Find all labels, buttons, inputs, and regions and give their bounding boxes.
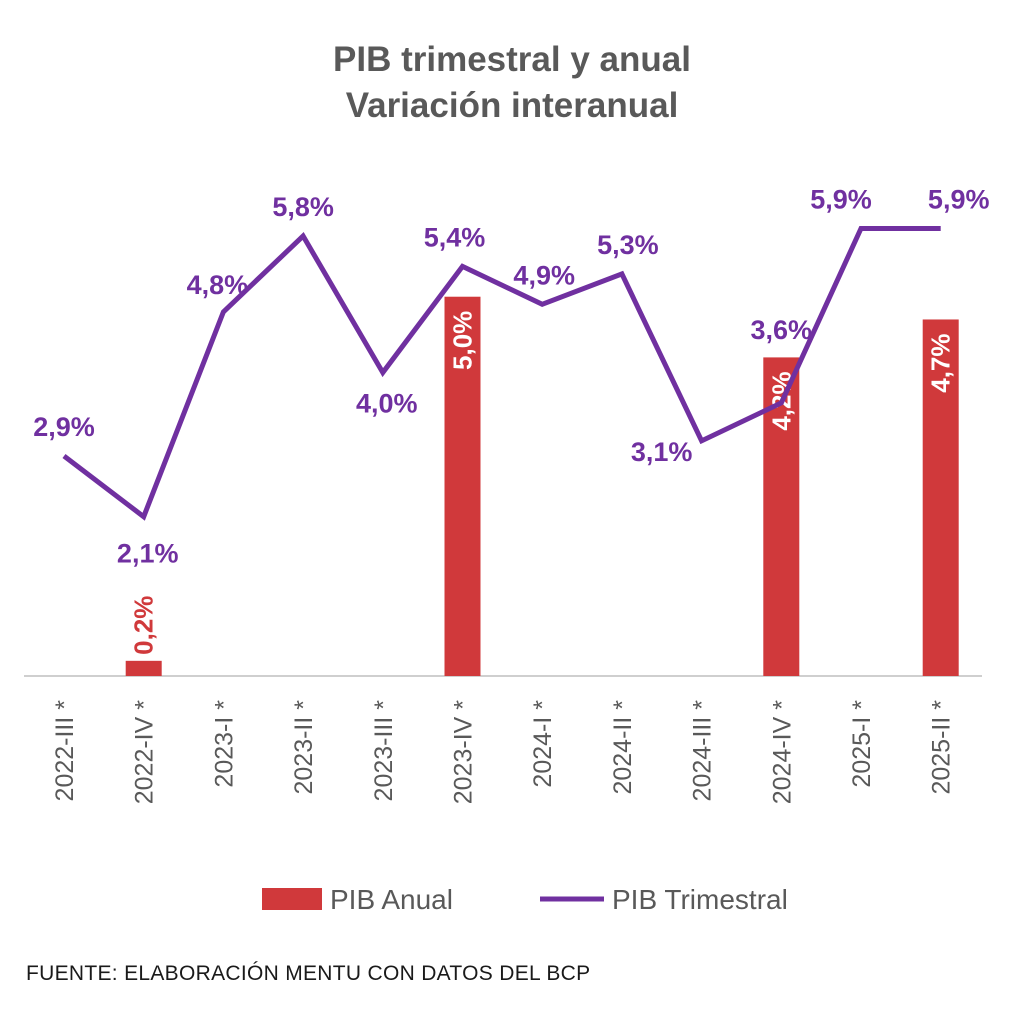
line-data-label: 5,3%	[597, 230, 659, 260]
x-tick-label: 2024-I *	[529, 700, 557, 788]
line-data-label: 4,9%	[513, 260, 575, 290]
line-data-label: 4,8%	[187, 270, 249, 300]
x-tick-label: 2023-II *	[290, 700, 318, 795]
x-tick-label: 2023-I *	[210, 700, 238, 788]
legend-swatch-pib-anual	[262, 888, 322, 910]
source-note: FUENTE: ELABORACIÓN MENTU CON DATOS DEL …	[26, 962, 591, 985]
x-tick-label: 2022-III *	[51, 700, 79, 802]
line-pib-trimestral	[62, 225, 941, 521]
x-tick-label: 2024-II *	[609, 700, 637, 795]
bar-pib-anual	[922, 319, 959, 676]
line-data-label: 5,8%	[272, 192, 334, 222]
line-data-label: 3,6%	[751, 315, 813, 345]
x-tick-label: 2023-III *	[370, 700, 398, 802]
chart-title: PIB trimestral y anual	[333, 40, 691, 79]
legend-label-pib-anual: PIB Anual	[330, 884, 453, 915]
x-tick-label: 2022-IV *	[131, 700, 159, 805]
x-tick-label: 2025-I *	[848, 700, 876, 788]
bar-data-label: 0,2%	[129, 596, 159, 655]
bar-pib-anual	[444, 296, 481, 676]
legend-label-pib-trimestral: PIB Trimestral	[612, 884, 788, 915]
line-data-label: 5,4%	[424, 222, 486, 252]
chart-subtitle: Variación interanual	[345, 86, 679, 125]
line-data-label: 2,1%	[117, 539, 179, 569]
line-data-label: 3,1%	[631, 437, 693, 467]
x-tick-label: 2023-IV *	[450, 700, 478, 805]
line-data-label: 4,0%	[356, 389, 418, 419]
line-data-label: 5,9%	[928, 184, 990, 214]
bar-pib-anual	[125, 660, 162, 676]
bar-data-label: 5,0%	[448, 311, 478, 370]
line-data-label: 2,9%	[33, 412, 95, 442]
line-data-label: 5,9%	[810, 184, 872, 214]
x-tick-label: 2025-II *	[928, 700, 956, 795]
x-tick-label: 2024-III *	[689, 700, 717, 802]
x-tick-label: 2024-IV *	[768, 700, 796, 805]
bar-data-label: 4,7%	[926, 333, 956, 392]
